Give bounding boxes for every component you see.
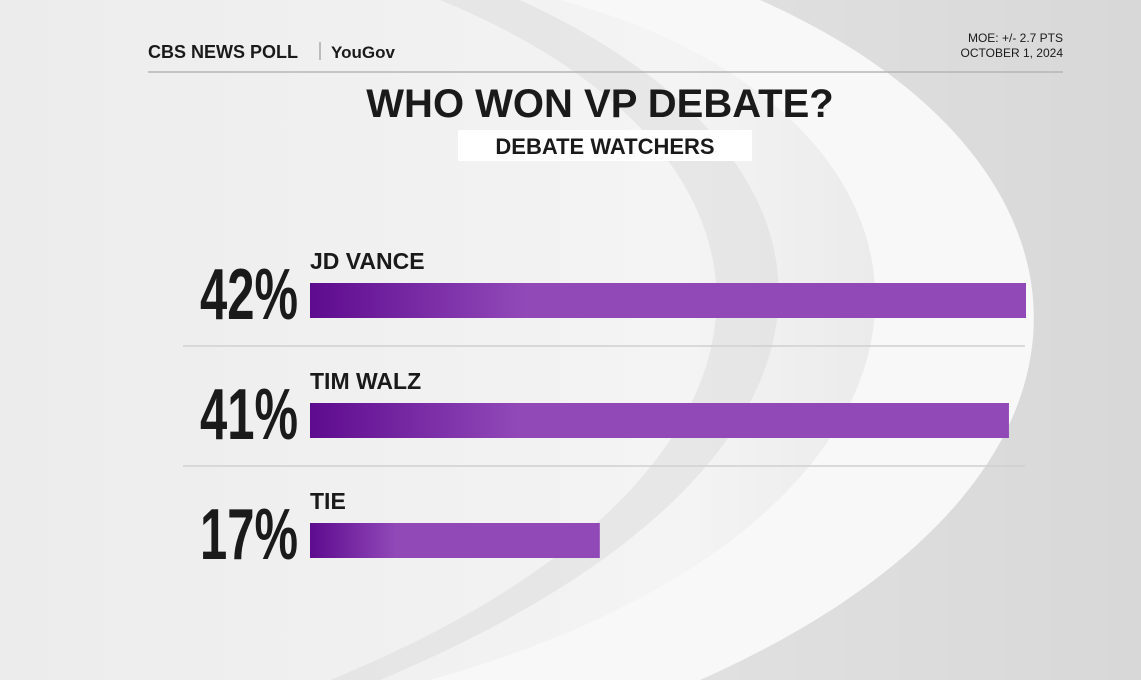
value-label: 17% <box>200 495 298 576</box>
value-label: 42% <box>200 255 298 336</box>
chart-subtitle: DEBATE WATCHERS <box>495 134 714 159</box>
bar <box>310 283 1026 318</box>
category-label: JD VANCE <box>310 248 425 274</box>
date: OCTOBER 1, 2024 <box>961 46 1064 60</box>
subtitle-box <box>458 130 752 161</box>
swoosh-shade <box>700 0 1141 680</box>
brand: CBS NEWS POLL <box>148 42 298 62</box>
partner: YouGov <box>331 43 395 62</box>
category-label: TIM WALZ <box>310 368 421 394</box>
swoosh <box>430 0 1034 680</box>
value-label: 41% <box>200 375 298 456</box>
chart-title: WHO WON VP DEBATE? <box>366 82 833 126</box>
category-label: TIE <box>310 488 346 514</box>
moe: MOE: +/- 2.7 PTS <box>968 31 1063 45</box>
bar <box>310 523 600 558</box>
bar <box>310 403 1009 438</box>
rows: JD VANCE 42% TIM WALZ 41% TIE 17% <box>183 248 1026 575</box>
